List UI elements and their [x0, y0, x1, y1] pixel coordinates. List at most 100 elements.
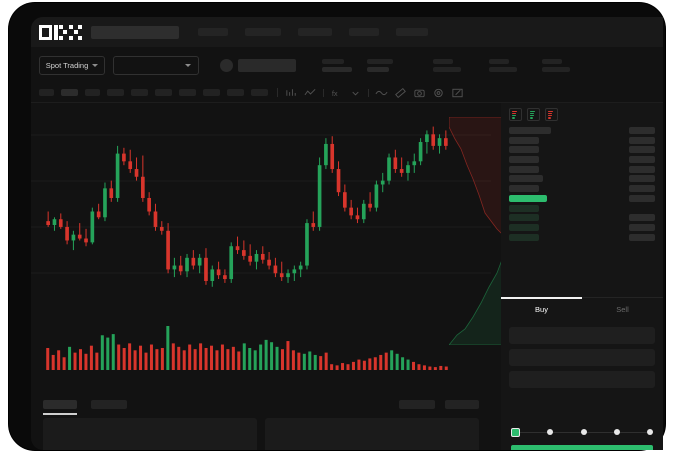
candle [185, 257, 189, 272]
stepper-dot-3[interactable] [580, 429, 587, 435]
line-chart-icon[interactable] [304, 87, 317, 99]
volume-bar [264, 339, 268, 370]
camera-icon[interactable] [413, 87, 426, 99]
timeframe-button-4[interactable] [107, 89, 124, 96]
volume-bar-series [46, 326, 448, 370]
volume-bar [215, 350, 219, 370]
pair-selector[interactable] [113, 55, 199, 75]
orderbook-both-icon[interactable] [509, 108, 522, 121]
bottom-tab-open-orders[interactable] [43, 399, 77, 415]
candle [58, 219, 63, 227]
candle [412, 161, 417, 166]
stepper-dot-4[interactable] [613, 429, 620, 435]
chevron-down-icon[interactable] [349, 87, 362, 99]
nav-link-2[interactable] [245, 28, 281, 36]
timeframe-button-7[interactable] [179, 89, 196, 96]
submit-order-button[interactable] [511, 445, 653, 450]
toolbar-divider [368, 88, 369, 97]
stat-value [542, 66, 570, 72]
nav-link-1[interactable] [198, 28, 228, 36]
orderbook-bid-row-2[interactable] [509, 214, 655, 222]
nav-search-input[interactable] [91, 25, 179, 39]
screen: Spot Trading [31, 17, 663, 450]
stepper-dot-2[interactable] [547, 429, 554, 435]
volume-bar [84, 353, 88, 370]
volume-bar [51, 354, 55, 370]
nav-link-4[interactable] [349, 28, 379, 36]
volume-bar [106, 337, 110, 370]
orderbook-ask-row-5[interactable] [509, 165, 655, 173]
volume-bar [280, 349, 284, 370]
orderbook-ask-row-7[interactable] [509, 185, 655, 193]
indicators-icon[interactable]: fx [330, 87, 343, 99]
stepper-dot-5[interactable] [647, 429, 653, 435]
order-price-field[interactable] [509, 327, 655, 344]
tab-buy[interactable]: Buy [501, 297, 582, 321]
svg-text:fx: fx [332, 88, 338, 97]
order-total-field[interactable] [509, 371, 655, 388]
trading-mode-selector[interactable]: Spot Trading [39, 55, 105, 75]
trading-mode-label: Spot Trading [45, 60, 89, 70]
volume-bar [286, 341, 290, 370]
timeframe-button-1[interactable] [39, 89, 54, 96]
orderbook-ask-row-3[interactable] [509, 146, 655, 154]
orderbook-price-bar [509, 156, 539, 164]
candle [380, 180, 385, 185]
volume-bar [199, 343, 203, 370]
candle [84, 238, 88, 243]
order-panel-left[interactable] [43, 418, 257, 450]
fullscreen-icon[interactable] [451, 87, 464, 99]
orderbook-current-price-row[interactable] [509, 194, 655, 202]
timeframe-button-5[interactable] [131, 89, 148, 96]
bottom-action-1[interactable] [399, 399, 435, 409]
orderbook-asks-icon[interactable] [545, 108, 558, 121]
okx-logo[interactable] [39, 24, 82, 40]
volume-bar [188, 344, 192, 370]
timeframe-button-9[interactable] [227, 89, 244, 96]
orderbook-bid-row-1[interactable] [509, 204, 655, 212]
volume-chart[interactable] [31, 318, 491, 390]
orderbook-bid-row-3[interactable] [509, 223, 655, 231]
volume-bar [362, 360, 366, 370]
volume-bar [226, 349, 230, 370]
candlestick-chart[interactable] [31, 103, 491, 318]
timeframe-button-3[interactable] [85, 89, 100, 96]
volume-bar [128, 343, 132, 370]
orderbook-ask-row-1[interactable] [509, 127, 655, 134]
nav-link-3[interactable] [298, 28, 332, 36]
chart-gridlines [31, 134, 491, 274]
candle [330, 143, 335, 170]
tab-sell[interactable]: Sell [616, 305, 629, 314]
volume-bar [291, 350, 295, 370]
orderbook-ask-row-6[interactable] [509, 175, 655, 183]
bottom-tab-order-history[interactable] [91, 399, 127, 409]
order-panel-right[interactable] [265, 418, 479, 450]
bottom-action-2[interactable] [445, 399, 479, 409]
orderbook-bids-icon[interactable] [527, 108, 540, 121]
stat-label [322, 58, 344, 64]
timeframe-button-2[interactable] [61, 89, 78, 96]
orderbook-price-bar [509, 204, 539, 212]
candle [361, 203, 366, 220]
volume-bar [346, 364, 350, 370]
ruler-icon[interactable] [394, 87, 407, 99]
volume-bar [155, 349, 159, 370]
timeframe-button-10[interactable] [251, 89, 268, 96]
orderbook-bid-row-4[interactable] [509, 233, 655, 241]
volume-bar [302, 353, 306, 370]
orderbook-ask-row-2[interactable] [509, 136, 655, 144]
settings-icon[interactable] [432, 87, 445, 99]
candle [292, 269, 297, 274]
volume-bar [412, 361, 416, 370]
orderbook[interactable] [501, 125, 663, 245]
timeframe-button-8[interactable] [203, 89, 220, 96]
candlestick-icon[interactable] [285, 87, 298, 99]
nav-link-5[interactable] [396, 28, 428, 36]
timeframe-button-6[interactable] [155, 89, 172, 96]
candle [46, 221, 50, 226]
order-amount-field[interactable] [509, 349, 655, 366]
orderbook-ask-row-4[interactable] [509, 156, 655, 164]
wave-icon[interactable] [375, 87, 388, 99]
stepper-dot-1[interactable] [511, 427, 520, 437]
orderbook-view-toggles [501, 103, 663, 125]
